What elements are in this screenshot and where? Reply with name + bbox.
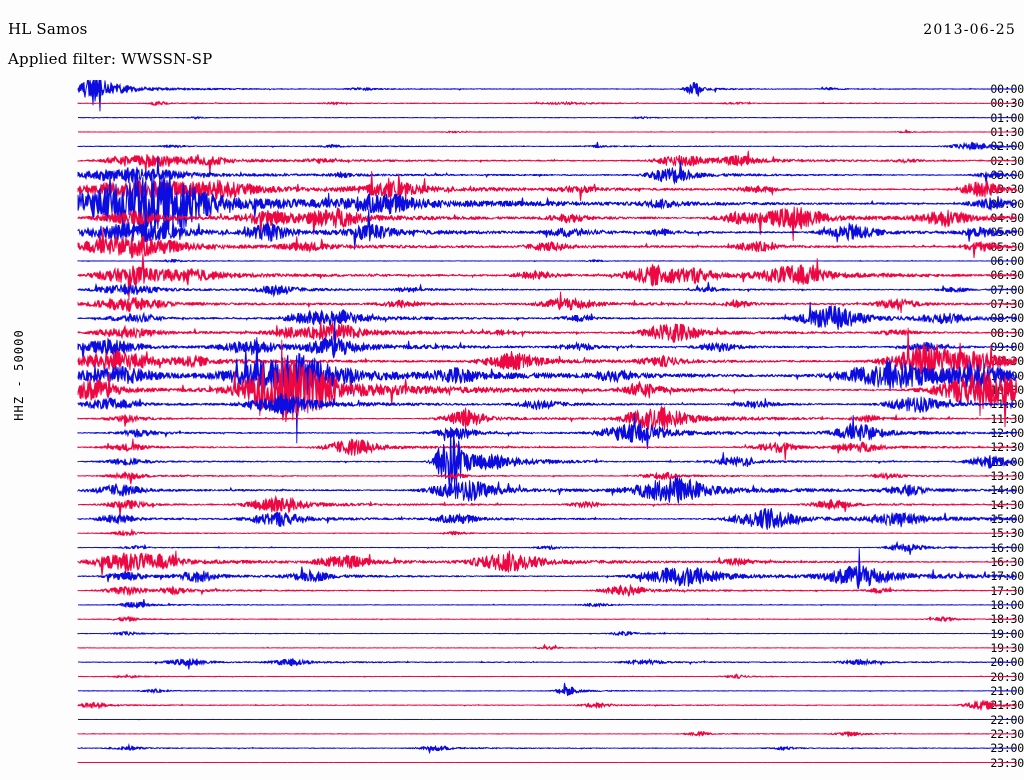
trace-2000 — [77, 657, 1018, 670]
trace-1900 — [77, 630, 1018, 637]
trace-0730 — [77, 291, 1018, 314]
trace-0230 — [77, 150, 1018, 174]
trace-0400 — [77, 173, 1018, 240]
trace-0330 — [77, 171, 1018, 202]
trace-1300 — [77, 426, 1018, 495]
applied-filter-label: Applied filter: WWSSN-SP — [8, 50, 213, 68]
trace-1200 — [77, 413, 1019, 450]
trace-1600 — [77, 540, 1019, 555]
trace-1030 — [77, 339, 1018, 428]
trace-0600 — [77, 258, 1018, 263]
trace-0930 — [77, 327, 1018, 378]
trace-1930 — [77, 643, 1017, 650]
trace-0900 — [77, 322, 1018, 362]
trace-1400 — [77, 475, 1018, 504]
trace-0430 — [77, 206, 1018, 242]
trace-1430 — [77, 494, 1018, 516]
trace-1500 — [77, 507, 1018, 530]
trace-1630 — [77, 550, 1018, 577]
trace-0030 — [77, 100, 1018, 106]
trace-0300 — [77, 157, 1019, 185]
trace-0800 — [77, 301, 1018, 330]
trace-1100 — [77, 392, 1018, 416]
trace-0700 — [77, 281, 1018, 298]
trace-0530 — [77, 226, 1019, 260]
trace-2130 — [77, 700, 1018, 712]
time-tick-0800: 08:00 — [990, 311, 1024, 326]
helicorder-plot: 00:0000:3001:0001:3002:0002:3003:0003:30… — [0, 80, 1024, 776]
trace-0000 — [77, 80, 1018, 112]
trace-1530 — [77, 528, 1018, 537]
trace-0100 — [77, 115, 1018, 120]
station-title: HL Samos — [8, 20, 88, 38]
seismic-traces — [0, 80, 1024, 776]
trace-1000 — [77, 337, 1018, 444]
trace-2300 — [77, 742, 1018, 755]
trace-0500 — [77, 202, 1018, 250]
trace-2230 — [77, 730, 1018, 738]
record-date: 2013-06-25 — [923, 22, 1016, 38]
trace-0830 — [77, 321, 1019, 343]
trace-2100 — [77, 682, 1018, 697]
trace-1230 — [77, 438, 1018, 461]
trace-0130 — [77, 128, 1018, 134]
trace-1800 — [77, 598, 1019, 609]
trace-1700 — [77, 548, 1018, 590]
trace-1730 — [77, 583, 1018, 597]
trace-2030 — [77, 672, 1018, 679]
trace-0200 — [77, 141, 1019, 151]
trace-0630 — [77, 253, 1018, 301]
trace-1130 — [77, 405, 1017, 431]
trace-1330 — [77, 470, 1018, 485]
trace-2200 — [77, 718, 1018, 721]
trace-1830 — [77, 615, 1018, 623]
